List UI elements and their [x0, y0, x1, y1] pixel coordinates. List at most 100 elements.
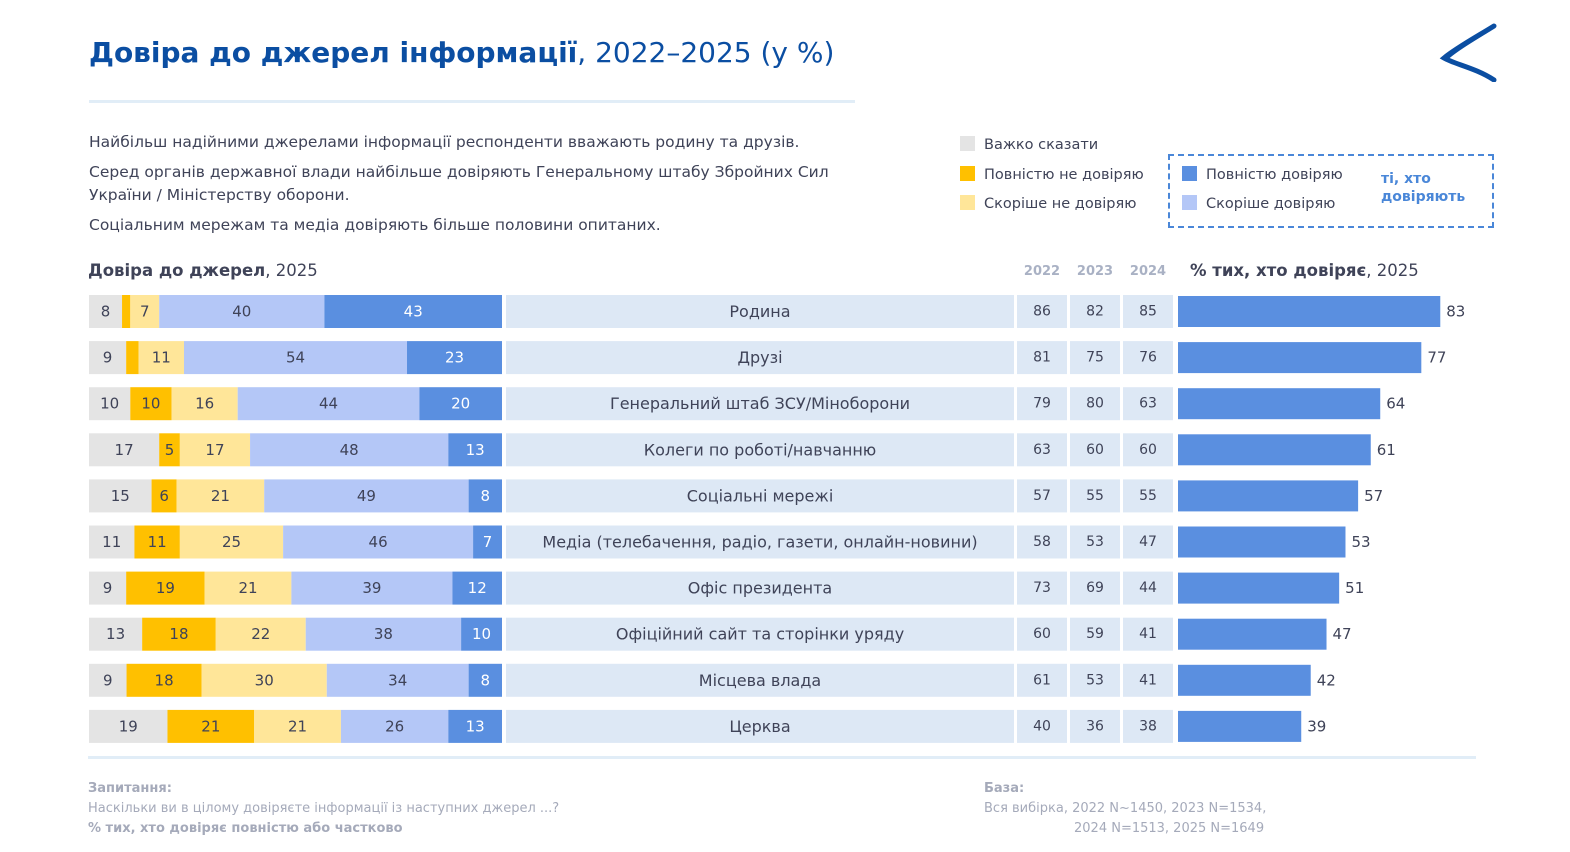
history-value-2022: 79: [1033, 396, 1051, 412]
stack-value-label: 13: [106, 625, 125, 643]
category-label: Друзі: [737, 348, 782, 367]
stack-value-label: 8: [481, 487, 491, 505]
history-value-2022: 63: [1033, 442, 1051, 458]
history-cell-2024: [1123, 479, 1173, 513]
history-value-2022: 61: [1033, 672, 1051, 688]
stack-segment-hard_to_say: [89, 709, 168, 743]
stack-segment-rather_trust: [291, 571, 453, 605]
stack-value-label: 20: [451, 395, 470, 413]
trust-total-bar: [1178, 710, 1302, 742]
category-band: [506, 479, 1014, 513]
category-band: [506, 525, 1014, 559]
trust-total-label: 83: [1446, 303, 1465, 321]
stack-segment-hard_to_say: [89, 295, 123, 328]
legend-trusters-note: ті, хто довіряють: [1381, 171, 1466, 205]
stack-segment-fully_trust: [468, 479, 502, 513]
stack-segment-fully_distrust: [126, 663, 202, 697]
stack-segment-fully_trust: [419, 387, 502, 421]
stack-value-label: 7: [140, 303, 150, 321]
category-label: Медіа (телебачення, радіо, газети, онлай…: [542, 533, 977, 552]
stack-value-label: 10: [472, 625, 491, 643]
stack-segment-fully_trust: [468, 663, 502, 697]
legend-label: Важко сказати: [984, 137, 1099, 153]
stack-section-title-year: , 2025: [265, 261, 318, 280]
stack-value-label: 18: [169, 625, 188, 643]
legend-swatch-fully-distrust: [960, 166, 975, 181]
stack-segment-fully_distrust: [134, 525, 180, 559]
stack-segment-rather_trust: [183, 341, 408, 375]
stack-segment-hard_to_say: [89, 525, 135, 559]
stack-value-label: 11: [148, 533, 167, 551]
history-value-2022: 73: [1033, 580, 1051, 596]
legend-label: Скоріше довіряю: [1206, 196, 1336, 212]
history-cell-2024: [1123, 433, 1173, 467]
history-cell-2023: [1070, 663, 1120, 697]
trust-total-label: 47: [1333, 625, 1352, 643]
category-label: Соціальні мережі: [687, 486, 834, 505]
history-value-2023: 75: [1086, 350, 1104, 366]
footer-base-label: База:: [984, 781, 1025, 796]
category-band: [506, 571, 1014, 605]
year-header-2023: 2023: [1076, 264, 1114, 279]
title-divider: [89, 100, 855, 103]
stack-segment-rather_distrust: [171, 387, 238, 421]
history-cell-2023: [1070, 617, 1120, 651]
history-cell-2022: [1017, 663, 1067, 697]
stack-value-label: 7: [483, 533, 493, 551]
trust-total-bar: [1178, 526, 1346, 558]
stack-value-label: 15: [111, 487, 130, 505]
history-value-2022: 60: [1033, 626, 1051, 642]
category-band: [506, 709, 1014, 743]
stack-value-label: 21: [211, 487, 230, 505]
stack-value-label: 16: [195, 395, 214, 413]
history-cell-2024: [1123, 663, 1173, 697]
page-title: Довіра до джерел інформації, 2022–2025 (…: [89, 36, 834, 69]
legend-trust-box: [1168, 154, 1494, 228]
stack-segment-rather_trust: [305, 617, 462, 651]
stack-segment-fully_trust: [473, 525, 502, 559]
year-header-2022: 2022: [1023, 264, 1061, 279]
footer-question-text: Наскільки ви в цілому довіряєте інформац…: [88, 801, 560, 816]
footer-question-label: Запитання:: [88, 781, 172, 796]
stack-value-label: 9: [103, 579, 113, 597]
category-band: [506, 295, 1014, 328]
stack-value-label: 21: [288, 717, 307, 735]
history-value-2024: 60: [1139, 442, 1157, 458]
footer-question: Запитання: Наскільки ви в цілому довіряє…: [88, 779, 559, 839]
stack-segment-fully_distrust: [159, 433, 180, 467]
trust-total-bar: [1178, 572, 1340, 604]
category-label: Офіційний сайт та сторінки уряду: [616, 625, 904, 644]
stack-value-label: 10: [141, 395, 160, 413]
legend-swatch-fully-trust: [1182, 166, 1197, 181]
history-value-2024: 85: [1139, 304, 1157, 320]
history-cell-2023: [1070, 709, 1120, 743]
trust-total-label: 64: [1386, 395, 1405, 413]
history-cell-2024: [1123, 571, 1173, 605]
category-band: [506, 617, 1014, 651]
stack-value-label: 38: [374, 625, 393, 643]
history-cell-2022: [1017, 525, 1067, 559]
stack-segment-hard_to_say: [89, 387, 131, 421]
history-value-2024: 41: [1139, 672, 1157, 688]
history-cell-2022: [1017, 617, 1067, 651]
history-cell-2024: [1123, 617, 1173, 651]
year-header-2024: 2024: [1129, 264, 1167, 279]
stack-value-label: 21: [238, 579, 257, 597]
stack-section-title-main: Довіра до джерел: [88, 261, 266, 280]
history-cell-2023: [1070, 479, 1120, 513]
stack-segment-fully_trust: [452, 571, 502, 605]
trust-total-label: 42: [1317, 671, 1336, 689]
legend-rather-distrust: Скоріше не довіряю: [960, 195, 1136, 212]
stack-segment-rather_distrust: [179, 433, 251, 467]
history-value-2023: 36: [1086, 718, 1104, 734]
stack-segment-hard_to_say: [89, 433, 160, 467]
history-value-2023: 80: [1086, 396, 1104, 412]
stack-segment-hard_to_say: [89, 571, 127, 605]
history-value-2024: 63: [1139, 396, 1157, 412]
stack-value-label: 19: [156, 579, 175, 597]
history-cell-2023: [1070, 387, 1120, 421]
history-value-2023: 55: [1086, 488, 1104, 504]
footer-base: База: Вся вибірка, 2022 N~1450, 2023 N=1…: [984, 779, 1266, 839]
history-value-2024: 44: [1139, 580, 1157, 596]
stack-value-label: 43: [404, 303, 423, 321]
